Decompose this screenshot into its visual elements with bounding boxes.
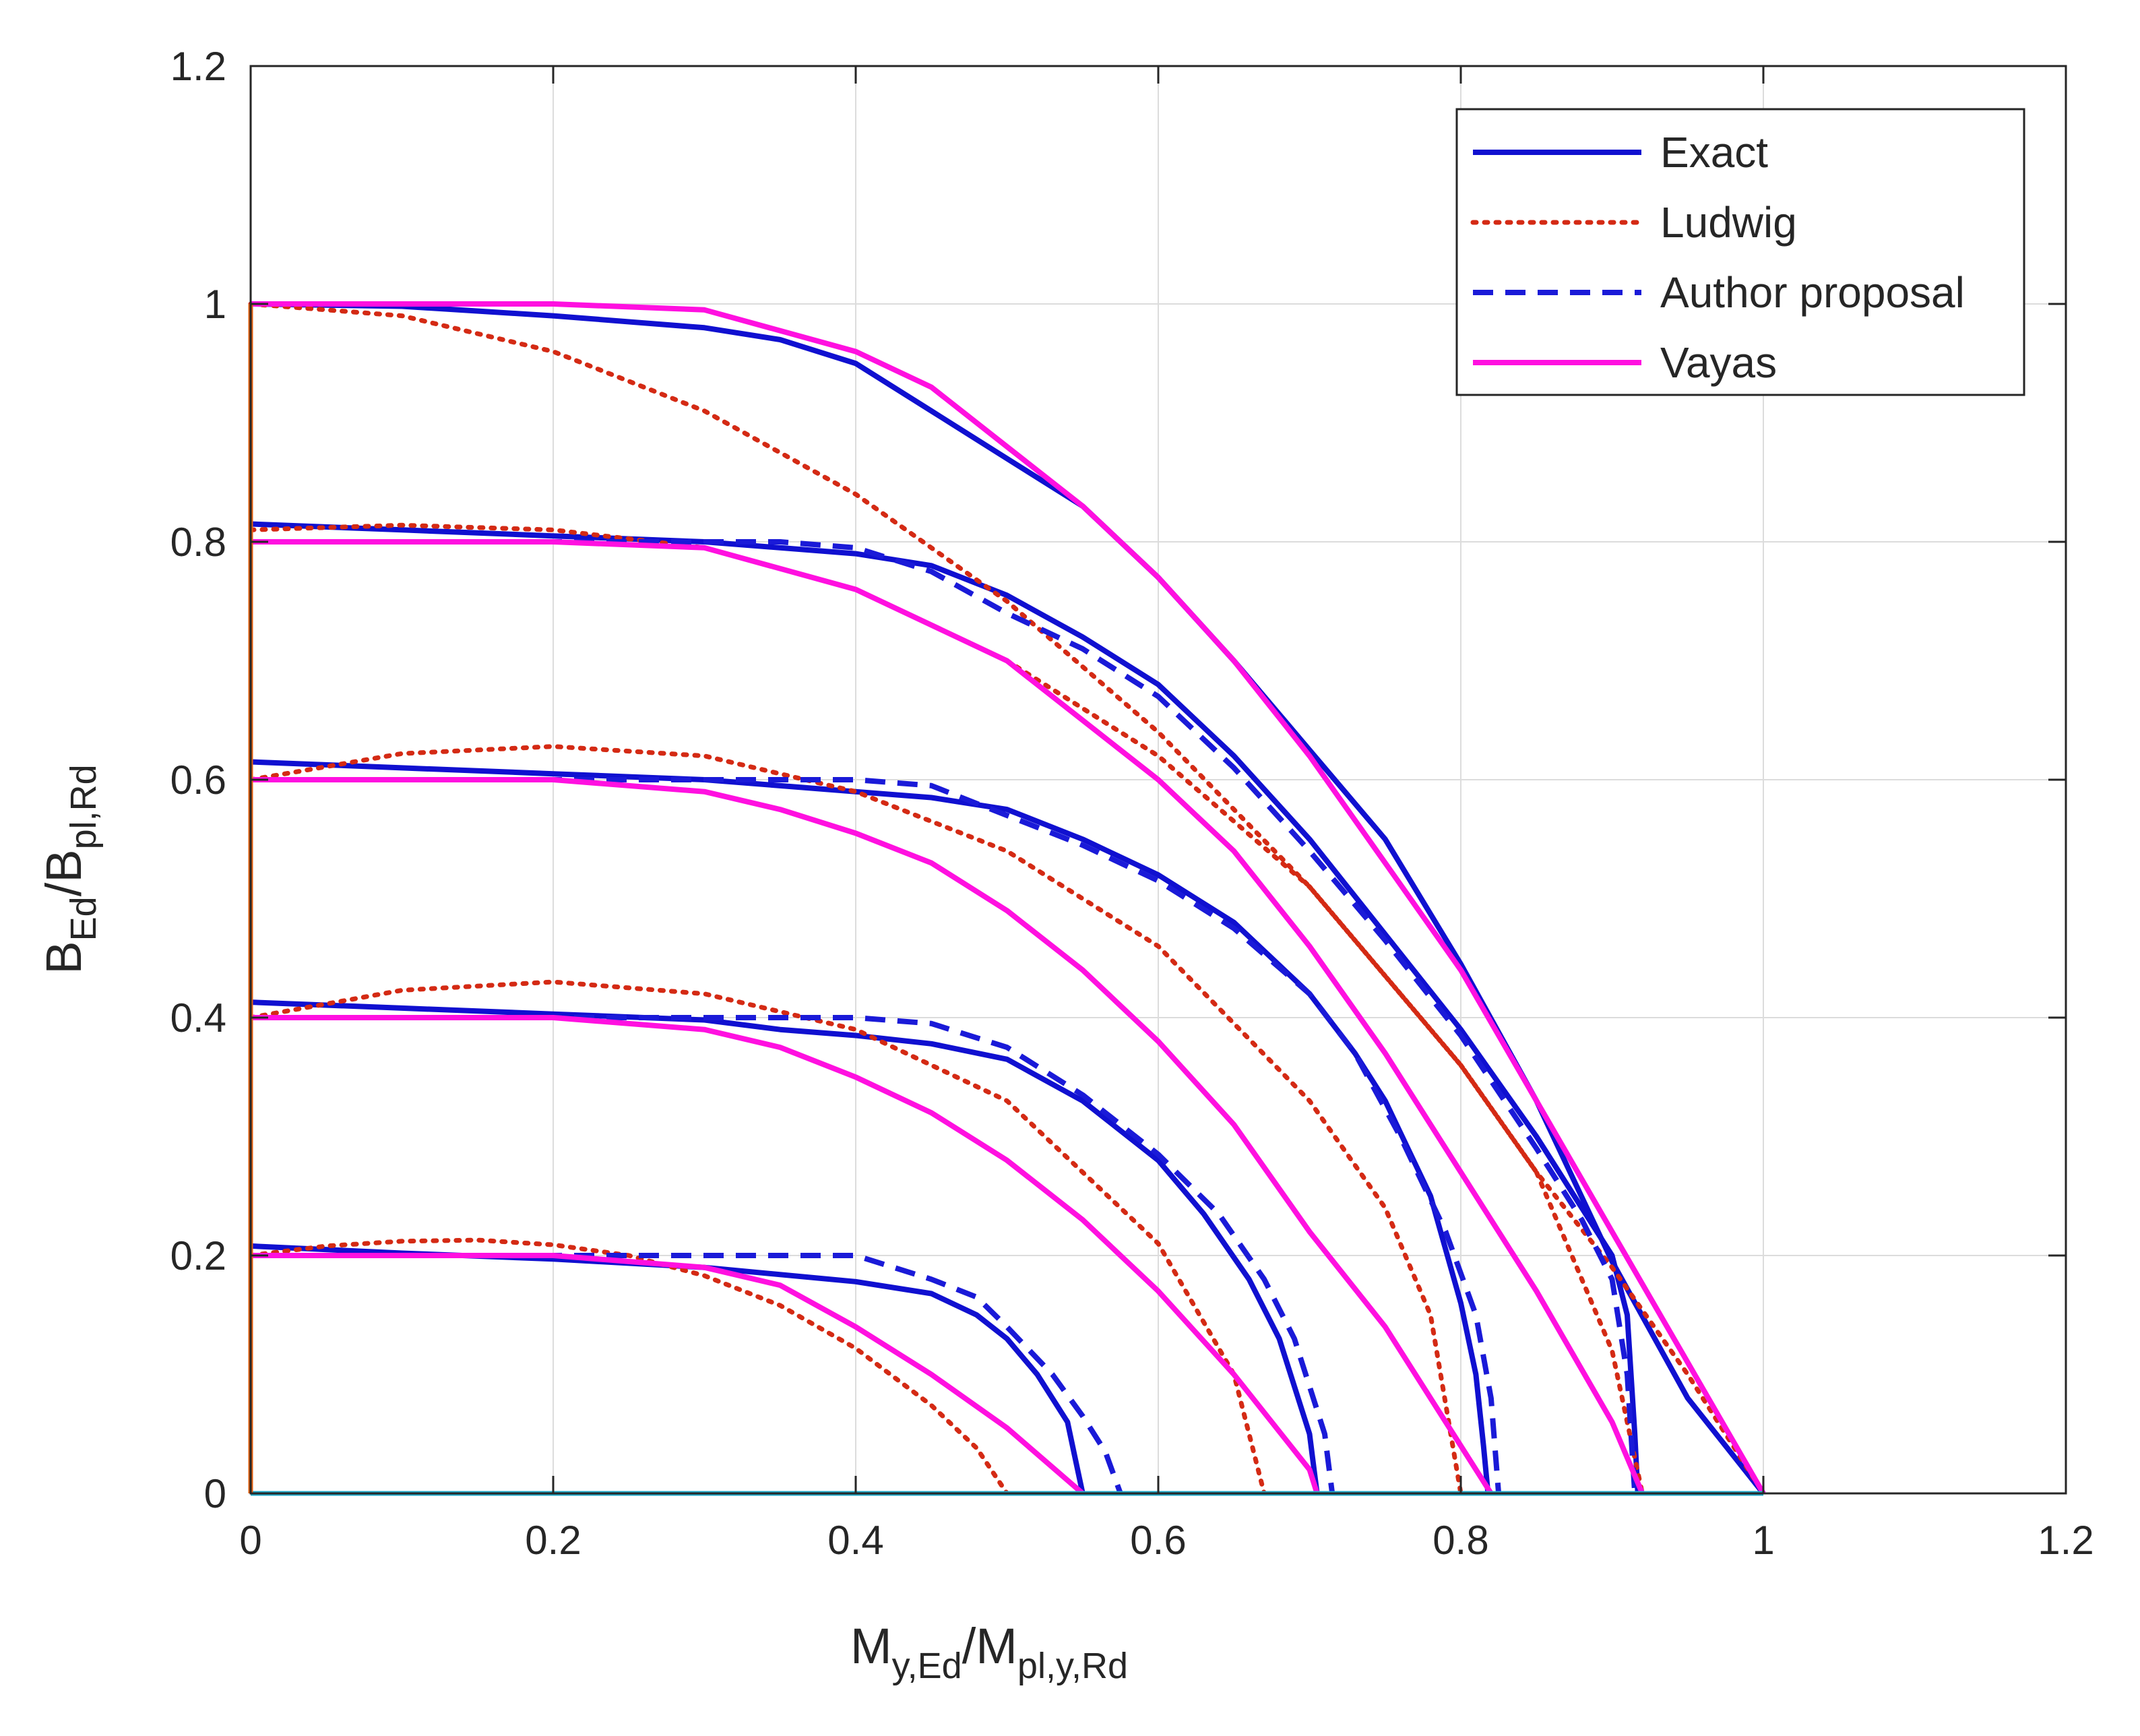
series-line-ludwig-8 bbox=[248, 979, 1267, 1496]
series-line-author-11 bbox=[251, 777, 1502, 1494]
x-axis-label-sub2: pl,y,Rd bbox=[1017, 1646, 1128, 1686]
x-tick-label-2: 0.4 bbox=[827, 1518, 883, 1563]
series-line-vayas-17 bbox=[251, 1015, 1320, 1495]
series-line-author-12 bbox=[251, 1015, 1335, 1494]
series-line-vayas-15 bbox=[251, 539, 1645, 1495]
series-line-ludwig-9 bbox=[248, 1237, 1009, 1496]
series-line-vayas-16 bbox=[251, 777, 1494, 1495]
series-line-ludwig-6 bbox=[248, 522, 1645, 1496]
axes bbox=[248, 65, 2067, 1496]
tick-labels: 0 0.2 0.4 0.6 0.8 1 1.2 0 0.2 0.4 0.6 0.8 1 1.2 bbox=[170, 44, 2094, 1563]
y-tick-label-5: 1 bbox=[204, 282, 226, 327]
legend-label-exact: Exact bbox=[1660, 128, 1768, 177]
legend-label-ludwig: Ludwig bbox=[1660, 198, 1797, 247]
y-tick-label-3: 0.6 bbox=[170, 757, 226, 803]
series-line-ludwig-5 bbox=[248, 301, 1766, 1496]
y-tick-label-2: 0.4 bbox=[170, 995, 226, 1041]
y-axis-label-sub2: pl,Rd bbox=[63, 764, 104, 849]
x-tick-label-1: 0.2 bbox=[525, 1518, 581, 1563]
legend-box bbox=[1455, 108, 2025, 396]
y-tick-label-4: 0.8 bbox=[170, 520, 226, 565]
y-axis-label-sep: /B bbox=[36, 849, 92, 896]
series-line-author-10 bbox=[251, 539, 1638, 1494]
y-tick-label-6: 1.2 bbox=[170, 44, 226, 89]
x-tick-label-3: 0.6 bbox=[1130, 1518, 1186, 1563]
x-tick-label-0: 0 bbox=[239, 1518, 261, 1563]
x-tick-label-5: 1 bbox=[1752, 1518, 1774, 1563]
series-line-vayas-18 bbox=[251, 1253, 1085, 1496]
x-tick-label-4: 0.8 bbox=[1433, 1518, 1488, 1563]
x-axis-label-sub1: y,Ed bbox=[892, 1646, 962, 1686]
y-axis-label: BEd/Bpl,Rd bbox=[36, 764, 104, 974]
series-line-vayas-14 bbox=[251, 301, 1766, 1495]
legend: Exact Ludwig Author proposal Vayas bbox=[1455, 108, 2025, 396]
x-tick-label-6: 1.2 bbox=[2038, 1518, 2094, 1563]
legend-label-vayas: Vayas bbox=[1660, 338, 1777, 387]
x-axis-label-sep: /M bbox=[962, 1618, 1017, 1674]
y-tick-label-0: 0 bbox=[204, 1471, 226, 1516]
series-lines bbox=[248, 301, 1766, 1496]
y-axis-label-sub1: Ed bbox=[63, 896, 104, 941]
x-axis-label: My,Ed/Mpl,y,Rd bbox=[850, 1618, 1128, 1686]
y-tick-label-1: 0.2 bbox=[170, 1233, 226, 1278]
series-line-ludwig-7 bbox=[248, 744, 1464, 1496]
legend-label-author: Author proposal bbox=[1660, 268, 1965, 317]
